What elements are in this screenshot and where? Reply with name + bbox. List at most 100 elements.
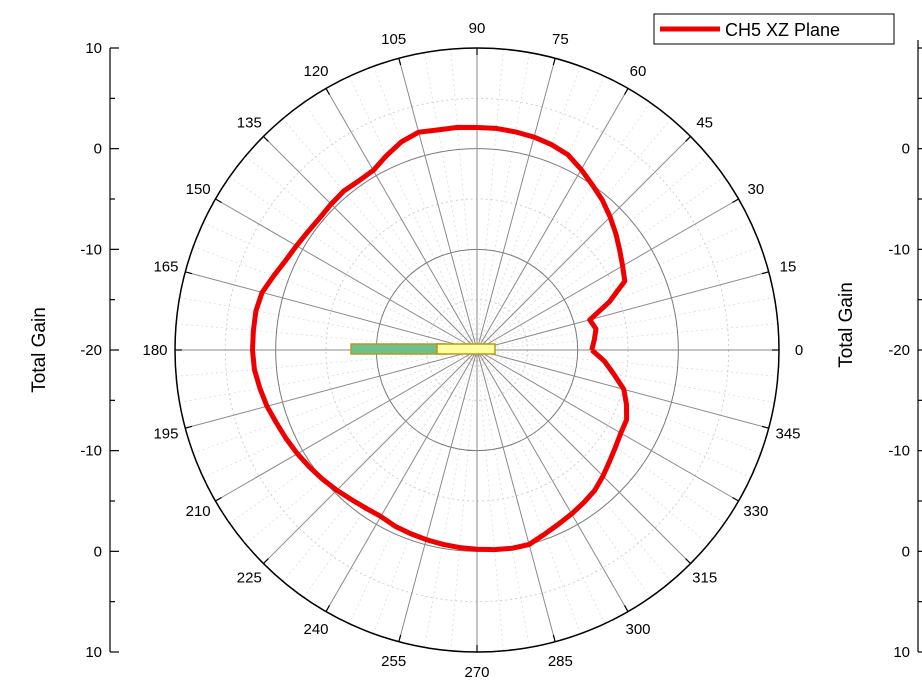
- ring-tick: [761, 271, 769, 275]
- angle-tick-label: 225: [237, 570, 262, 587]
- angle-tick-label: 0: [795, 342, 803, 359]
- minor-grid: [176, 49, 778, 651]
- minor-spoke: [373, 66, 478, 351]
- ring-tick: [263, 136, 269, 142]
- angle-tick-label: 300: [625, 621, 650, 638]
- minor-spoke: [476, 349, 761, 454]
- minor-spoke: [179, 349, 478, 403]
- left-axis-tick-label: 10: [85, 40, 102, 57]
- major-spoke: [476, 136, 691, 351]
- minor-spoke: [193, 246, 478, 351]
- minor-spoke: [476, 102, 651, 351]
- major-spoke: [263, 136, 478, 351]
- major-spoke: [185, 349, 478, 429]
- minor-spoke: [476, 66, 581, 351]
- ring-tick: [761, 425, 769, 429]
- minor-spoke: [476, 349, 778, 377]
- right-axis-tick-label: 0: [902, 141, 910, 158]
- major-spoke: [476, 349, 629, 612]
- right-axis-tick-label: 0: [902, 543, 910, 560]
- left-radial-axis: 10 0 -10 -20 -10 0 10: [80, 40, 119, 661]
- minor-spoke: [476, 349, 581, 634]
- minor-spoke: [203, 349, 478, 478]
- angle-tick-label: 45: [696, 114, 713, 131]
- minor-spoke: [476, 349, 651, 598]
- ring-tick: [325, 605, 331, 612]
- angle-tick-label: 150: [186, 181, 211, 198]
- right-axis-title: Total Gain: [836, 282, 857, 368]
- ring-tick: [623, 88, 629, 95]
- ring-tick: [685, 136, 691, 142]
- left-axis-tick-label: -10: [80, 241, 102, 258]
- minor-spoke: [303, 349, 478, 598]
- right-axis-tick-label: -20: [888, 342, 910, 359]
- minor-spoke: [476, 349, 504, 651]
- minor-spoke: [450, 49, 478, 351]
- angle-tick-label: 165: [153, 259, 178, 276]
- ring-tick: [185, 271, 193, 275]
- ring-tick: [398, 634, 402, 642]
- minor-spoke: [203, 222, 478, 351]
- angle-tick-label: 135: [237, 114, 262, 131]
- minor-spoke: [179, 297, 478, 351]
- left-axis-tick-label: -20: [80, 342, 102, 359]
- angular-spokes: [175, 48, 779, 652]
- ring-tick: [552, 634, 556, 642]
- minor-spoke: [282, 349, 478, 582]
- ring-tick: [398, 58, 402, 66]
- left-axis-tick-label: 0: [94, 543, 102, 560]
- angle-tick-label: 105: [381, 31, 406, 48]
- minor-spoke: [476, 349, 709, 545]
- angle-tick-label: 330: [743, 503, 768, 520]
- angle-tick-label: 75: [552, 31, 569, 48]
- major-spoke: [215, 349, 478, 502]
- angle-tick-label: 195: [153, 425, 178, 442]
- ring-tick: [215, 198, 222, 204]
- right-radial-axis: 0 -10 -20 -10 0 10: [888, 40, 922, 661]
- minor-spoke: [424, 349, 478, 648]
- left-axis-title: Total Gain: [29, 307, 50, 393]
- left-axis-tick-label: 0: [94, 141, 102, 158]
- minor-spoke: [476, 76, 605, 351]
- minor-spoke: [303, 102, 478, 351]
- major-spoke: [476, 349, 691, 564]
- minor-spoke: [476, 118, 672, 351]
- angle-tick-label: 120: [303, 63, 328, 80]
- minor-spoke: [476, 246, 761, 351]
- minor-spoke: [476, 349, 605, 624]
- angle-tick-label: 90: [469, 20, 486, 37]
- ring-tick: [185, 425, 193, 429]
- right-axis-tick-label: -10: [888, 443, 910, 460]
- minor-spoke: [476, 349, 775, 403]
- minor-spoke: [476, 155, 709, 351]
- major-spoke: [476, 349, 556, 642]
- minor-spoke: [476, 222, 751, 351]
- major-spoke: [476, 88, 629, 351]
- ring-tick: [552, 58, 556, 66]
- angle-tick-label: 180: [142, 342, 167, 359]
- minor-spoke: [349, 76, 478, 351]
- ring-tick: [732, 198, 739, 204]
- minor-spoke: [349, 349, 478, 624]
- ring-tick: [263, 558, 269, 564]
- angle-tick-label: 210: [186, 503, 211, 520]
- legend-label: CH5 XZ Plane: [725, 20, 840, 40]
- angle-tick-label: 285: [548, 653, 573, 670]
- angle-tick-label: 240: [303, 621, 328, 638]
- right-axis-tick-label: -10: [888, 241, 910, 258]
- minor-spoke: [282, 118, 478, 351]
- left-axis-tick-label: 10: [85, 644, 102, 661]
- series-line: [250, 124, 630, 553]
- major-spoke: [185, 271, 478, 351]
- ring-tick: [732, 496, 739, 502]
- minor-spoke: [476, 297, 775, 351]
- series-layer: [250, 124, 630, 553]
- angle-tick-labels: 0 15 30 45 60 75 90 105 120 135 150 165 180 195 210 225…: [142, 20, 803, 681]
- major-spoke: [398, 58, 478, 351]
- major-spoke: [215, 198, 478, 351]
- major-spoke: [476, 58, 556, 351]
- minor-spoke: [229, 176, 478, 351]
- angle-tick-label: 30: [748, 181, 765, 198]
- minor-spoke: [476, 52, 530, 351]
- minor-spoke: [476, 49, 504, 351]
